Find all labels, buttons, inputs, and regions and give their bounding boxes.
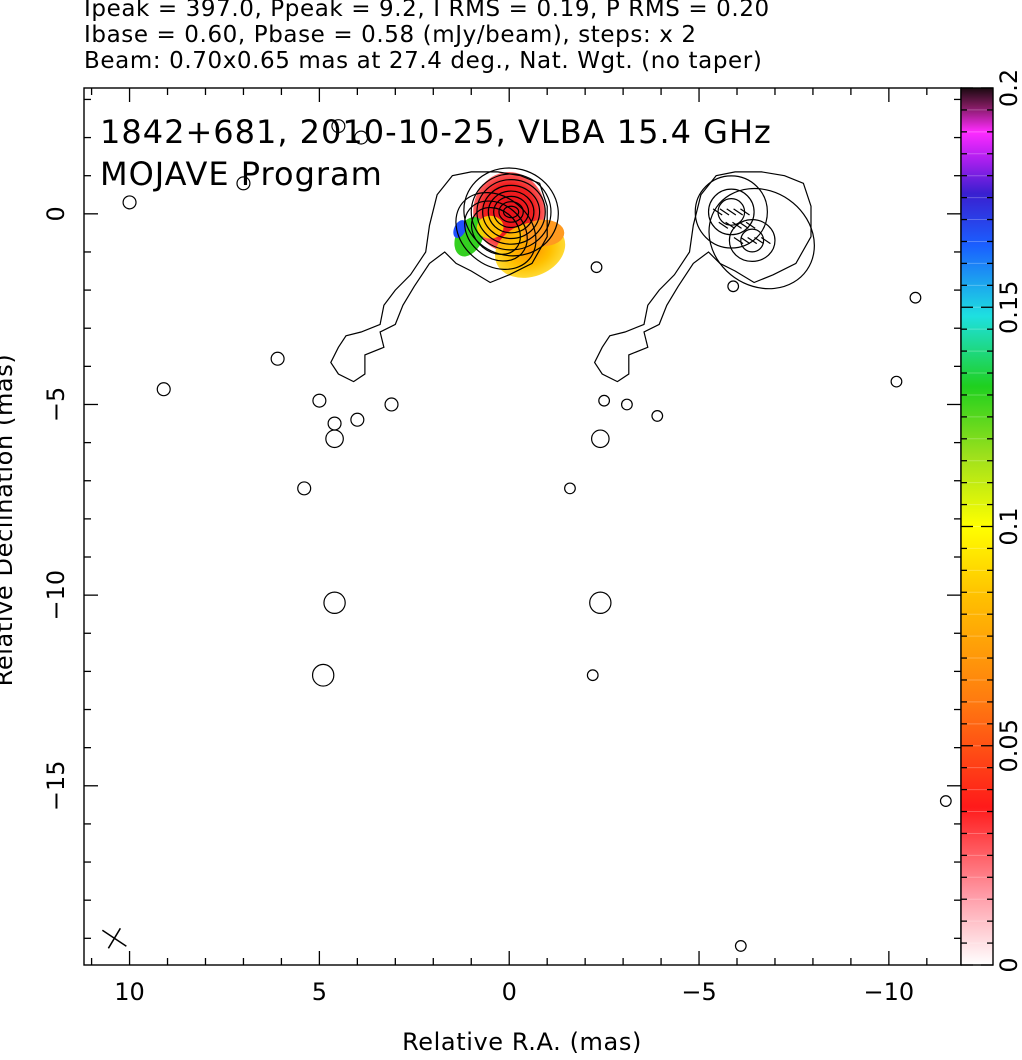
- x-axis-label-wrap: Relative R.A. (mas): [0, 1028, 1022, 1056]
- x-tick-label: 5: [312, 978, 327, 1006]
- x-tick-label: 0: [502, 978, 517, 1006]
- chart-title: 1842+681, 2010-10-25, VLBA 15.4 GHz: [100, 113, 772, 151]
- x-tick-label: 10: [114, 978, 145, 1006]
- header-line-1: Ipeak = 397.0, Ppeak = 9.2, I RMS = 0.19…: [84, 0, 770, 22]
- axis-ticks: [84, 88, 961, 965]
- pol-outer-contour-right: [708, 187, 815, 290]
- island-contour-right: [590, 261, 603, 274]
- y-tick-label: −15: [42, 760, 70, 811]
- evpa-tick: [754, 236, 764, 245]
- pol-contour-right: [707, 188, 755, 236]
- jet-envelope-right: [593, 171, 812, 383]
- island-contour-right: [589, 591, 612, 614]
- island-contour-left: [236, 176, 251, 191]
- island-contour-right: [727, 280, 740, 293]
- beam-marker: [101, 927, 127, 949]
- island-contour-left: [122, 195, 137, 210]
- jet-contour-left: [455, 192, 537, 270]
- jet-contour-left: [470, 206, 521, 255]
- chart-subtitle: MOJAVE Program: [100, 155, 383, 193]
- island-contour-right: [890, 375, 903, 388]
- jet-envelope-left: [330, 171, 548, 383]
- core-contour-left: [470, 173, 552, 251]
- beam-minor-axis: [107, 927, 122, 949]
- y-axis-label: Relative Declination (mas): [0, 353, 18, 687]
- island-contour-right: [598, 394, 611, 407]
- x-axis-label: Relative R.A. (mas): [402, 1028, 642, 1056]
- pol-contour-right: [728, 219, 776, 263]
- colorbar-tick-label: 0: [995, 957, 1022, 972]
- island-contour-left: [312, 393, 327, 408]
- evpa-tick: [712, 208, 723, 216]
- island-contour-left: [156, 382, 171, 397]
- header-line-2: Ibase = 0.60, Pbase = 0.58 (mJy/beam), s…: [84, 22, 697, 48]
- y-tick-label: −10: [42, 570, 70, 621]
- evpa-tick: [732, 221, 742, 229]
- colorbar-tick-label: 0.05: [995, 719, 1022, 772]
- island-contour-left: [325, 429, 344, 449]
- fpol-blue-patch: [453, 220, 467, 239]
- evpa-tick: [719, 208, 730, 216]
- island-contour-left: [384, 397, 399, 412]
- evpa-tick: [740, 236, 751, 245]
- colorbar-tick-label: 0.15: [995, 281, 1022, 334]
- island-contour-right: [939, 795, 952, 807]
- evpa-tick: [747, 236, 758, 245]
- evpa-tick: [718, 221, 729, 229]
- island-contour-left: [311, 663, 335, 687]
- evpa-tick: [740, 208, 750, 216]
- intensity-contours: [122, 119, 952, 952]
- evpa-tick: [738, 221, 749, 229]
- island-contour-right: [909, 291, 922, 304]
- evpa-tick: [726, 208, 737, 216]
- y-tick-label: −5: [42, 387, 70, 422]
- core-contour-left: [493, 195, 530, 229]
- x-tick-label: −5: [681, 978, 716, 1006]
- island-contour-right: [651, 410, 664, 422]
- island-contour-left: [350, 412, 365, 427]
- island-contour-left: [327, 416, 342, 431]
- core-outer-contour-left: [463, 167, 559, 257]
- evpa-tick: [725, 221, 736, 229]
- y-tick-label: 0: [42, 206, 70, 221]
- island-contour-right: [734, 940, 747, 952]
- island-contour-right: [586, 669, 599, 682]
- island-contour-left: [331, 119, 346, 134]
- evpa-tick: [745, 221, 756, 229]
- core-contour-left: [498, 201, 524, 223]
- island-contour-right: [620, 398, 633, 411]
- island-contour-left: [270, 351, 285, 366]
- header-line-3: Beam: 0.70x0.65 mas at 27.4 deg., Nat. W…: [84, 48, 763, 74]
- island-contour-right: [564, 482, 576, 495]
- core-contour-left: [482, 184, 541, 240]
- evpa-tick: [733, 208, 744, 216]
- island-contour-left: [297, 481, 312, 496]
- jet-contour-left: [464, 200, 528, 262]
- core-contour-left: [502, 205, 520, 219]
- evpa-tick: [760, 236, 771, 245]
- colorbar-tick-label: 0.1: [995, 507, 1022, 545]
- island-contour-left: [323, 591, 346, 614]
- island-contour-left: [354, 130, 369, 145]
- evpa-tick: [733, 236, 744, 245]
- core-contour-left: [487, 190, 535, 234]
- x-tick-label: −10: [864, 978, 915, 1006]
- colorbar-tick-label: 0.2: [995, 69, 1022, 107]
- pol-contour-right: [740, 228, 765, 253]
- polarization-color-fill: [453, 172, 566, 278]
- island-contour-right: [590, 429, 610, 449]
